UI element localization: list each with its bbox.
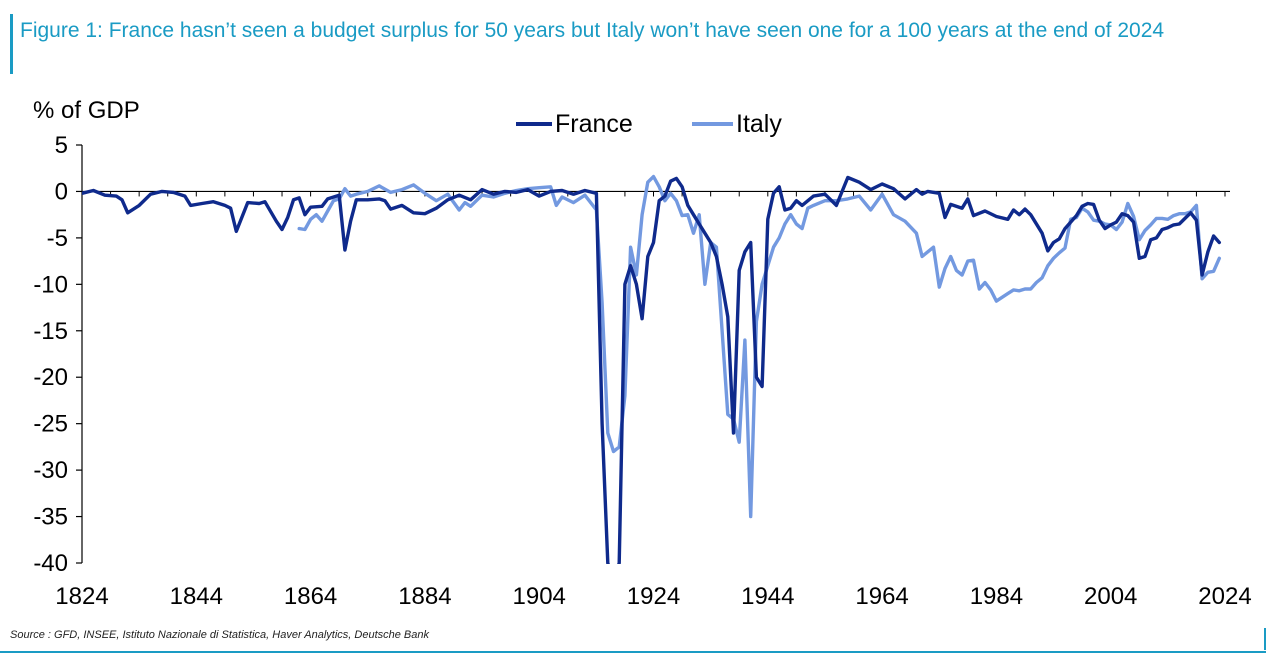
y-tick-label: -30 (33, 457, 68, 484)
x-tick-label: 1964 (855, 583, 908, 610)
y-tick-label: -5 (47, 225, 68, 252)
x-tick-label: 1904 (513, 583, 566, 610)
x-tick-label: 1864 (284, 583, 337, 610)
y-tick-label: -40 (33, 550, 68, 577)
x-axis: 1824 1844 1864 1884 1904 1924 1944 1964 1984 2004… (55, 190, 1252, 610)
y-axis-unit-label: % of GDP (33, 97, 140, 124)
y-axis: 5 0 -5 -10 -15 -20 -25 -30 -35 -40 (33, 132, 83, 577)
frame-corner-right (1264, 628, 1266, 650)
series-line-france (82, 175, 1221, 564)
plot-area (82, 174, 1221, 564)
x-tick-label: 1824 (55, 583, 108, 610)
x-tick-label: 1844 (170, 583, 223, 610)
y-tick-label: -10 (33, 271, 68, 298)
source-note: Source : GFD, INSEE, Istituto Nazionale … (10, 629, 429, 641)
budget-balance-chart: % of GDP 50-5-10-15-20-25-30-35-40 1824 1… (33, 97, 1252, 610)
figure-title: Figure 1: France hasn’t seen a budget su… (20, 19, 1165, 42)
y-tick-label: -25 (33, 411, 68, 438)
x-tick-label: 1944 (741, 583, 794, 610)
x-tick-label: 2004 (1084, 583, 1137, 610)
y-tick-label: -20 (33, 364, 68, 391)
y-tick-label: -15 (33, 318, 68, 345)
legend-france-label: France (555, 110, 633, 138)
y-tick-label: 5 (55, 132, 68, 159)
title-accent-bar (10, 14, 13, 74)
legend-italy-label: Italy (736, 110, 782, 138)
x-tick-label: 1924 (627, 583, 680, 610)
frame-bottom-rule (0, 651, 1266, 653)
series-line-italy (297, 174, 1221, 519)
y-tick-label: 0 (55, 178, 68, 205)
x-tick-label: 1884 (398, 583, 451, 610)
legend: France Italy (516, 110, 782, 138)
y-tick-label: -35 (33, 504, 68, 531)
x-tick-label: 1984 (970, 583, 1023, 610)
x-tick-label: 2024 (1198, 583, 1251, 610)
